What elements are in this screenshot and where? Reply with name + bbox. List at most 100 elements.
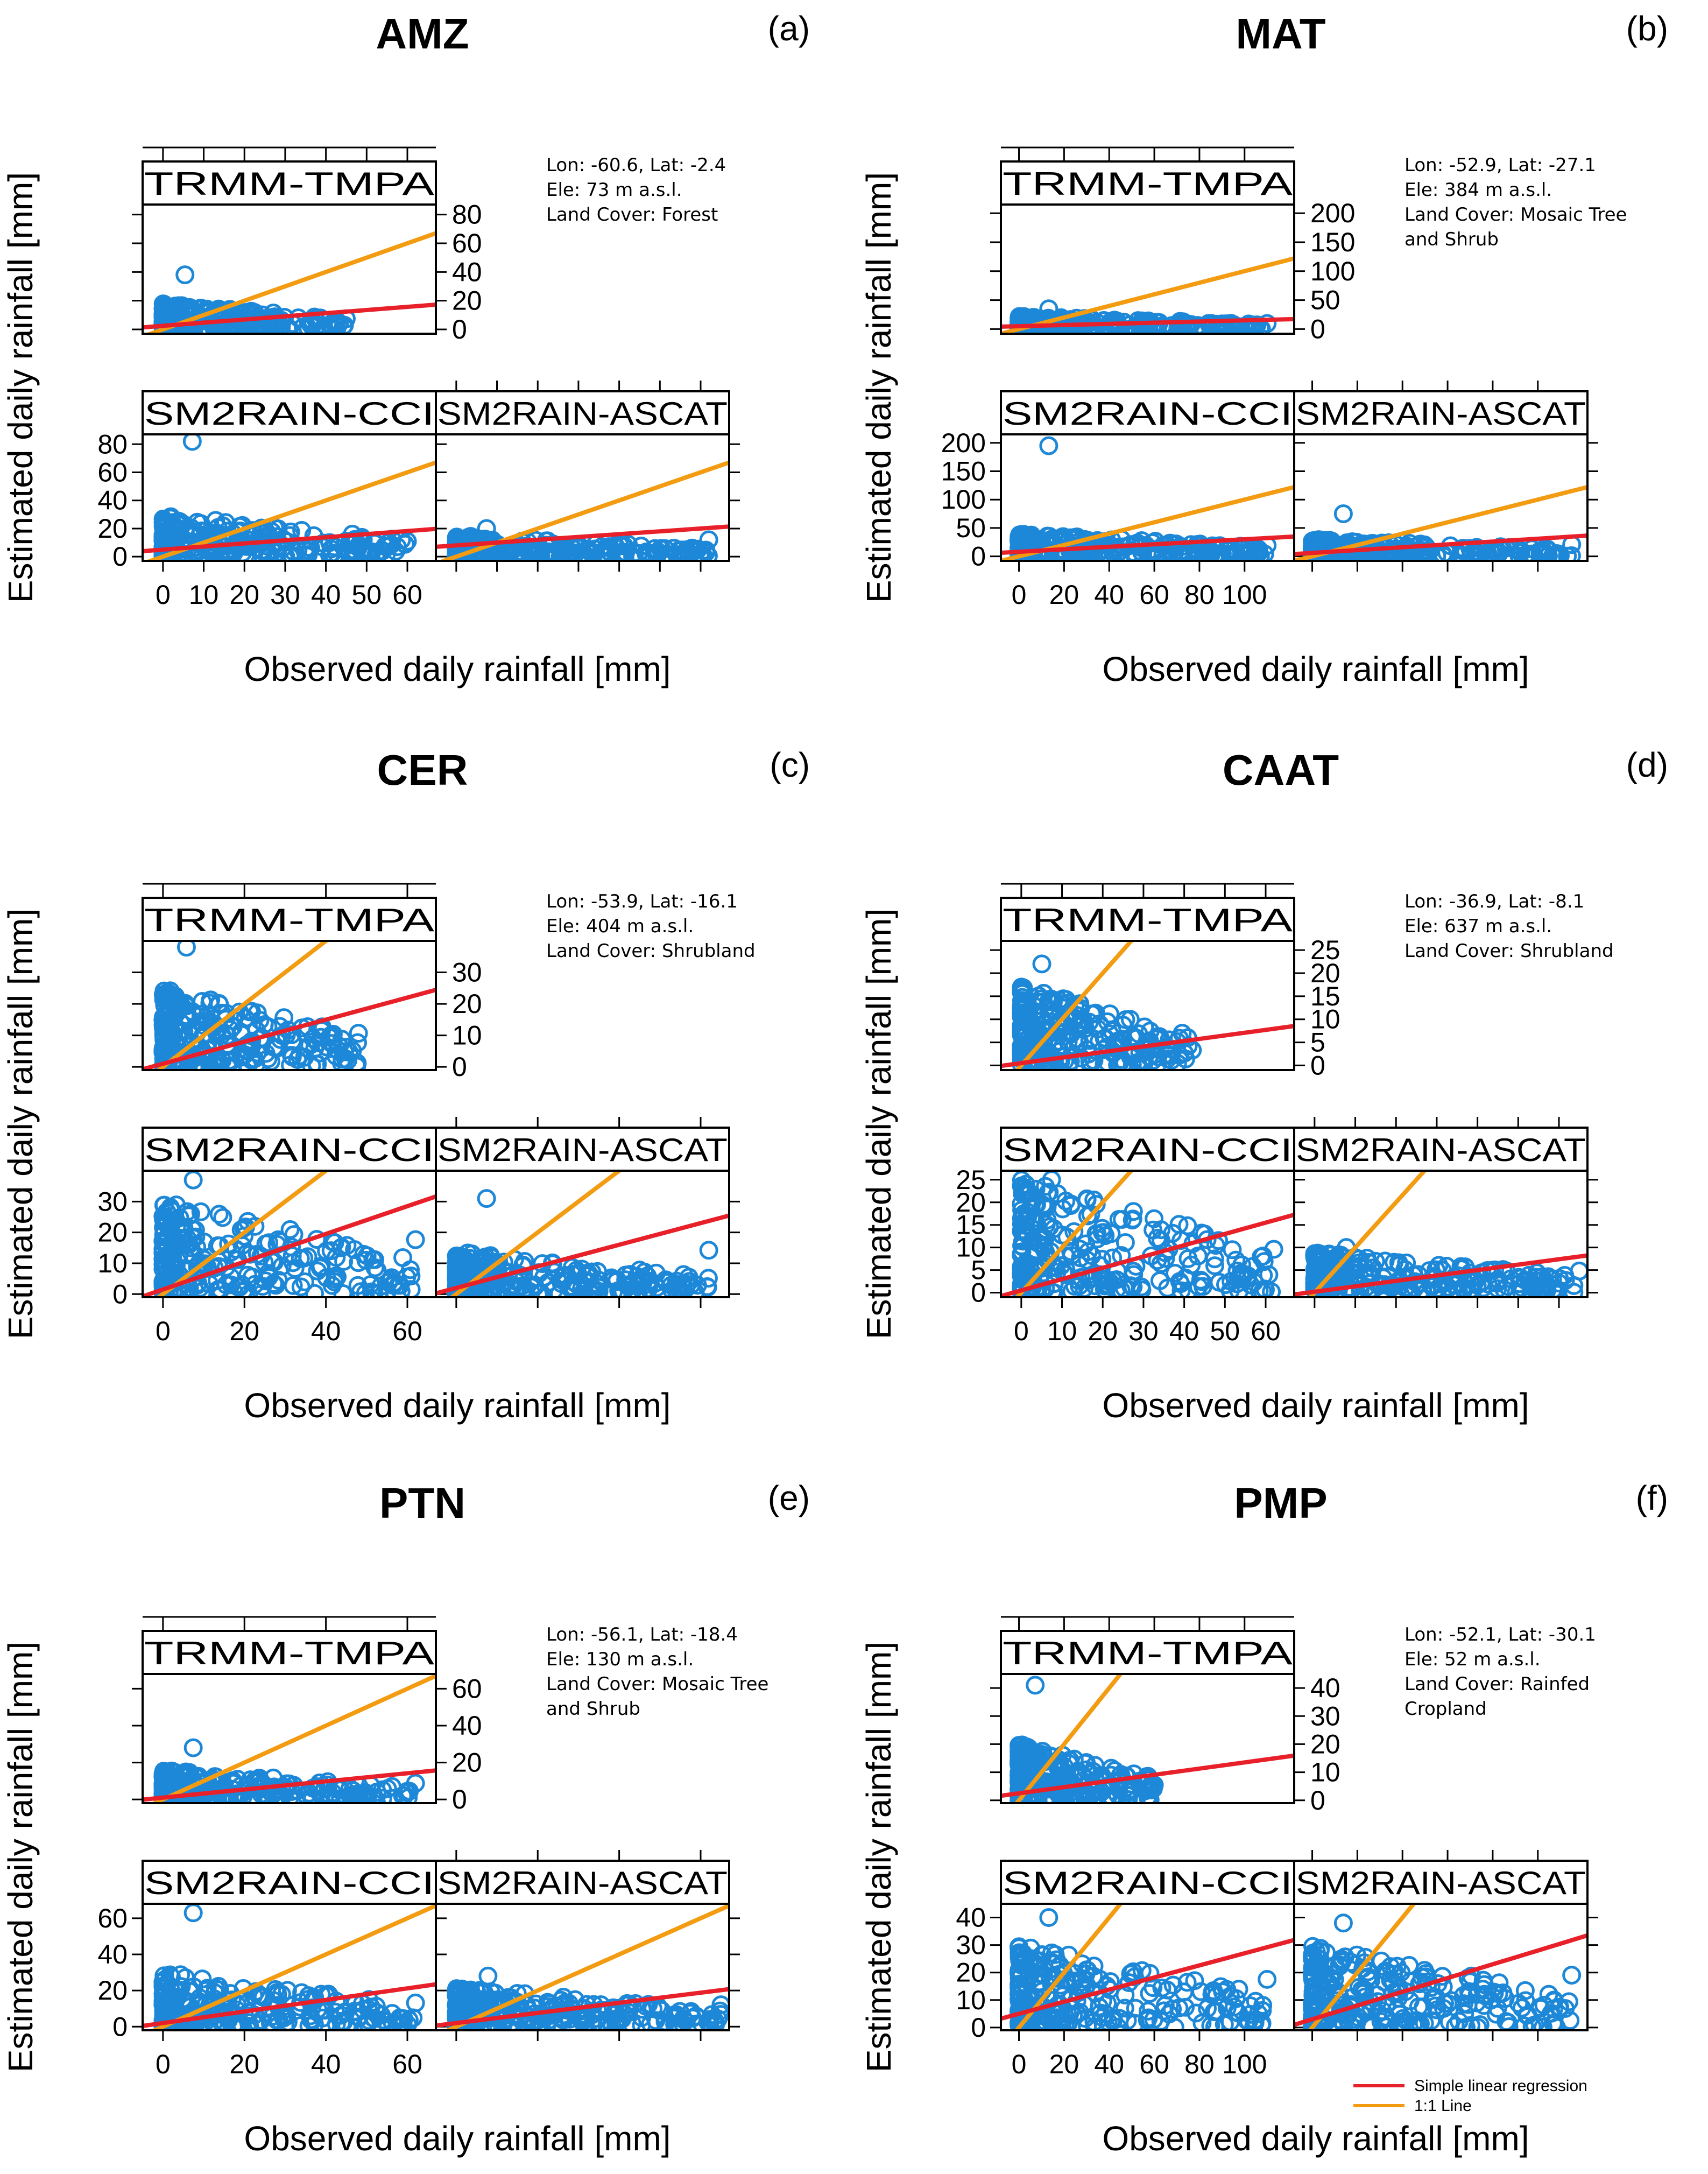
station-info-line: Ele: 130 m a.s.l. <box>546 1649 694 1670</box>
data-point <box>1062 1194 1081 1214</box>
data-point <box>1408 1265 1428 1284</box>
data-point <box>1537 1276 1557 1296</box>
y-tick-label: 80 <box>97 429 128 459</box>
y-tick-label: 40 <box>97 486 128 516</box>
regression-line <box>143 1982 436 2028</box>
data-point <box>1549 546 1568 561</box>
data-point <box>1124 1202 1143 1221</box>
data-point <box>659 2016 678 2030</box>
data-point <box>1028 2015 1048 2030</box>
data-point <box>652 1284 671 1297</box>
panel-frame <box>1000 940 1295 1071</box>
strip-label: SM2RAIN-ASCAT <box>437 1132 728 1168</box>
data-point <box>1025 1243 1044 1263</box>
data-point <box>1075 1754 1095 1773</box>
station-info-line: and Shrub <box>546 1698 640 1720</box>
data-point <box>461 1985 481 2004</box>
data-point <box>196 1012 215 1031</box>
y-tick-label: 100 <box>1310 256 1355 286</box>
data-point <box>161 1980 180 2000</box>
data-point <box>177 1764 196 1784</box>
data-point <box>154 1971 174 1990</box>
x-tick-label: 10 <box>189 580 219 610</box>
data-point <box>159 513 178 532</box>
data-point <box>281 1045 301 1065</box>
data-point <box>354 540 373 559</box>
y-tick-label: 60 <box>452 228 482 258</box>
data-point <box>277 1025 296 1045</box>
data-point <box>153 1040 173 1059</box>
data-point <box>227 1250 246 1269</box>
data-point <box>1158 1044 1177 1064</box>
data-point <box>1178 1037 1198 1056</box>
x-axis-label: Observed daily rainfall [mm] <box>1102 2119 1529 2158</box>
data-point <box>1147 1029 1167 1049</box>
data-point <box>1148 1055 1167 1070</box>
data-point <box>1148 1228 1167 1248</box>
data-point <box>1025 997 1044 1016</box>
data-point <box>1187 546 1206 561</box>
data-point <box>1098 1994 1117 2013</box>
data-point <box>230 531 250 551</box>
y-tick-label: 20 <box>452 286 482 316</box>
data-point <box>180 300 200 319</box>
panel-letter: (e) <box>768 1479 810 1517</box>
data-point <box>1078 2016 1097 2030</box>
data-point <box>1093 1223 1112 1242</box>
one-to-one-line <box>437 460 729 561</box>
data-point <box>1070 1240 1090 1259</box>
y-tick-label: 100 <box>941 484 986 515</box>
data-point <box>1016 1174 1035 1194</box>
data-point <box>1112 1790 1131 1803</box>
y-tick-label: 0 <box>971 1278 986 1308</box>
data-point <box>1238 1268 1257 1287</box>
y-tick-label: 20 <box>97 1218 128 1248</box>
data-point <box>1023 1230 1042 1249</box>
scatter-points <box>447 1189 718 1297</box>
data-point <box>1037 1198 1057 1217</box>
y-tick-label: 20 <box>97 513 128 544</box>
strip-label: SM2RAIN-CCI <box>1003 396 1293 432</box>
data-point <box>1177 1973 1197 1992</box>
one-to-one-line <box>1014 1674 1124 1803</box>
chart-title: PTN <box>379 1479 465 1527</box>
data-point <box>1171 1281 1191 1297</box>
data-point <box>320 1028 339 1047</box>
data-point <box>610 2011 629 2030</box>
x-tick-label: 60 <box>1139 580 1169 610</box>
data-point <box>1108 2017 1127 2030</box>
data-point <box>602 1268 621 1287</box>
panel-frame <box>1293 433 1589 562</box>
data-point <box>190 1012 210 1031</box>
data-point <box>164 1227 183 1247</box>
data-point <box>1121 1964 1140 1983</box>
data-point <box>1046 1945 1065 1964</box>
data-point <box>1379 1276 1398 1296</box>
data-point <box>348 2002 368 2022</box>
data-point <box>338 1051 357 1070</box>
strip-label: SM2RAIN-ASCAT <box>1296 1132 1586 1168</box>
regression-line <box>143 1768 436 1802</box>
y-axis-label: Estimated daily rainfall [mm] <box>1 172 40 603</box>
station-info-line: Cropland <box>1404 1698 1487 1720</box>
x-tick-label: 60 <box>1251 1316 1281 1346</box>
data-point <box>314 319 333 334</box>
strip-label: SM2RAIN-CCI <box>144 396 434 432</box>
panel-sm2rain-ascat: SM2RAIN-ASCAT <box>435 1117 740 1308</box>
y-tick-label: 15 <box>1310 981 1340 1011</box>
station-info-line: Ele: 384 m a.s.l. <box>1404 179 1552 201</box>
data-point <box>154 1008 173 1027</box>
data-point <box>310 1258 330 1278</box>
data-point <box>406 1774 425 1793</box>
data-point <box>1195 1225 1214 1244</box>
data-point <box>154 1777 173 1797</box>
data-point <box>260 1266 279 1285</box>
data-point <box>1205 1249 1224 1269</box>
y-axis-label: Estimated daily rainfall [mm] <box>1 909 40 1339</box>
data-point <box>393 1786 412 1803</box>
strip-label: SM2RAIN-ASCAT <box>437 1865 728 1901</box>
strip-box <box>1000 1630 1295 1675</box>
